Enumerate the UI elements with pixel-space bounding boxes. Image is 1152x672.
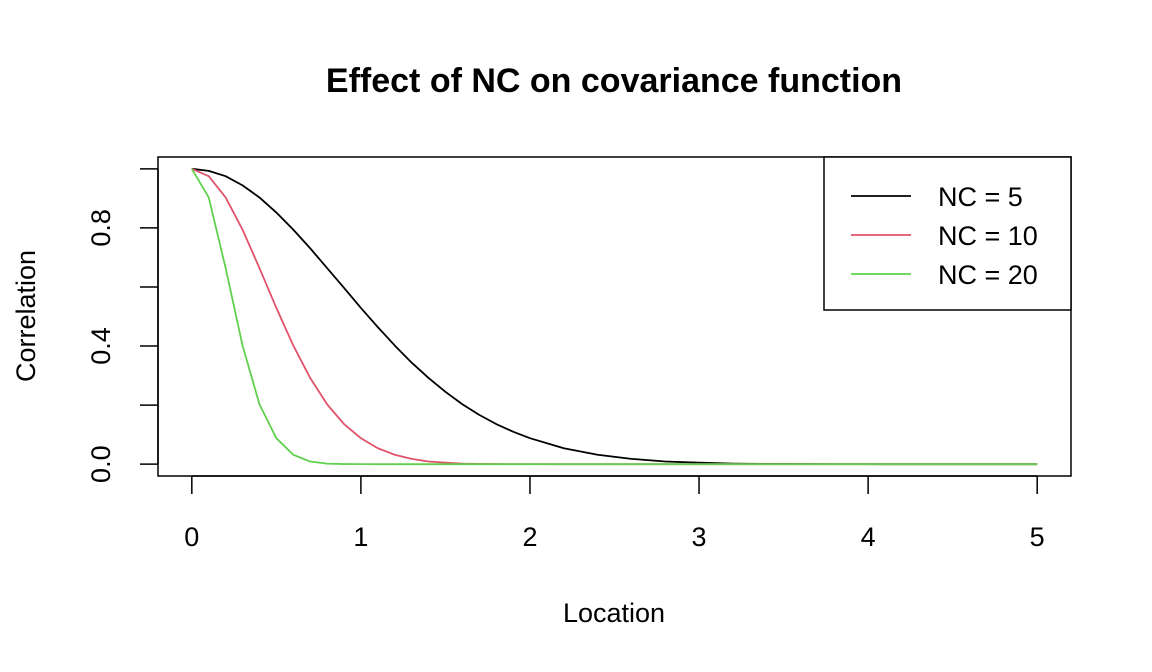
legend-box [823,156,1072,311]
chart-title: Effect of NC on covariance function [326,62,902,100]
x-tick-label: 0 [184,522,199,552]
y-tick-label: 0.0 [86,445,116,483]
x-tick-label: 1 [353,522,368,552]
x-tick-label: 4 [861,522,876,552]
legend-label: NC = 20 [938,260,1038,290]
legend-label: NC = 5 [938,182,1023,212]
x-tick-label: 2 [522,522,537,552]
y-axis: 0.0 0.4 0.8 [86,168,159,483]
x-tick-label: 3 [692,522,707,552]
legend: NC = 5 NC = 10 NC = 20 [823,156,1072,311]
x-tick-label: 5 [1030,522,1045,552]
x-axis: 0 1 2 3 4 5 [184,475,1045,552]
y-axis-label: Correlation [11,250,41,382]
legend-label: NC = 10 [938,221,1038,251]
series-line-3 [191,168,1038,466]
y-tick-label: 0.8 [86,209,116,247]
x-axis-label: Location [563,598,665,628]
series-lines [191,167,1038,466]
y-tick-label: 0.4 [86,327,116,365]
